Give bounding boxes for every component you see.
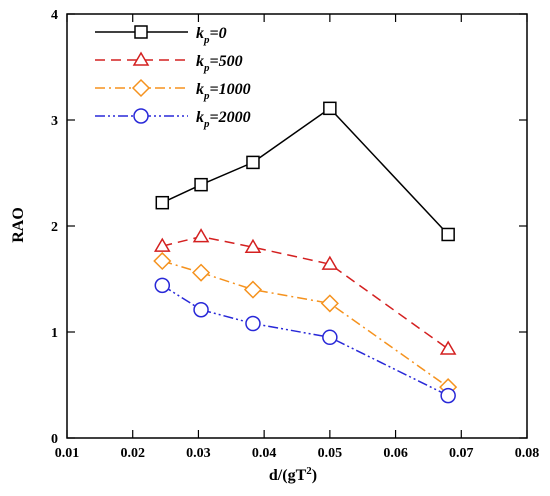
x-tick-label: 0.06	[383, 446, 408, 461]
series-line-1	[162, 235, 449, 350]
x-axis-title: d/(gT2)	[269, 465, 317, 484]
x-tick-label: 0.05	[318, 446, 343, 461]
y-tick-label: 4	[51, 8, 58, 23]
x-tick-label: 0.08	[515, 446, 540, 461]
legend-marker-2	[131, 78, 151, 98]
series-3-point	[193, 301, 209, 318]
y-tick-label: 0	[51, 432, 58, 447]
legend-marker-1	[132, 51, 150, 66]
series-0-point	[155, 195, 170, 210]
x-tick-label: 0.04	[252, 446, 277, 461]
y-axis-title: RAO	[10, 207, 27, 243]
series-3-point	[154, 277, 171, 294]
series-2-point	[153, 251, 172, 271]
series-1-point	[244, 238, 262, 253]
y-tick-label: 2	[51, 220, 58, 235]
series-3-point	[245, 315, 261, 332]
plot-frame-rect	[66, 13, 528, 439]
x-tick-label: 0.02	[120, 446, 145, 461]
series-1-point	[153, 237, 171, 252]
y-tick-label: 3	[51, 114, 58, 129]
legend-label-0: kp=0	[196, 25, 227, 46]
series-3-point	[440, 387, 456, 404]
legend-label-3: kp=2000	[196, 109, 251, 130]
x-tick-label: 0.07	[449, 446, 474, 461]
legend-marker-0	[134, 25, 148, 39]
legend-marker-3	[133, 108, 149, 124]
y-tick-label: 1	[51, 326, 58, 341]
series-line-2	[162, 260, 449, 388]
series-line-3	[161, 284, 449, 397]
plot-frame	[66, 13, 528, 439]
x-tick-label: 0.01	[55, 446, 80, 461]
x-axis-ticks: 0.01 0.02 0.03 0.04 0.05 0.06 0.07 0.08	[55, 14, 540, 461]
series-1-point	[321, 255, 339, 270]
series-markers	[153, 101, 458, 404]
series-0-point	[441, 227, 455, 242]
series-3-point	[322, 329, 338, 346]
series-lines	[161, 107, 449, 397]
y-axis-ticks: 0 1 2 3 4	[51, 8, 527, 447]
series-2-point	[191, 263, 211, 282]
legend: kp=0 kp=500 kp=1000 kp=2000	[95, 25, 251, 130]
series-0-point	[246, 155, 260, 170]
series-1-point	[192, 228, 210, 243]
legend-label-1: kp=500	[196, 53, 243, 74]
legend-label-2: kp=1000	[196, 81, 251, 102]
series-1-point	[439, 340, 457, 355]
series-2-point	[320, 294, 339, 313]
series-0-point	[194, 177, 208, 192]
x-tick-label: 0.03	[186, 446, 211, 461]
series-0-point	[323, 101, 337, 116]
series-2-point	[243, 280, 263, 299]
